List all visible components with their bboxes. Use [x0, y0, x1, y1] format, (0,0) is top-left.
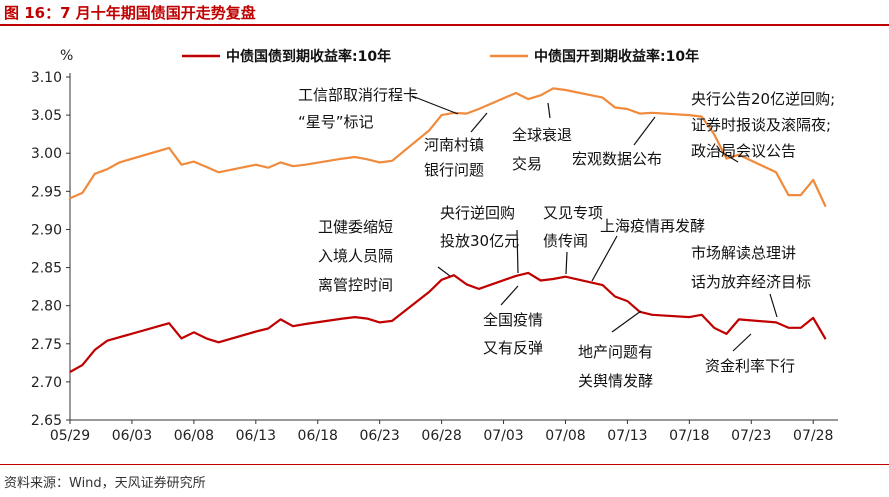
- x-tick-label: 05/29: [50, 428, 90, 444]
- y-tick-label: 2.85: [31, 261, 62, 277]
- annotation-text: 上海疫情再发酵: [600, 217, 705, 235]
- y-tick-label: 3.05: [31, 108, 62, 124]
- x-tick-label: 07/03: [483, 428, 523, 444]
- annotation-text: 央行逆回购: [440, 204, 515, 222]
- y-tick-label: 3.10: [31, 70, 62, 86]
- annotation-text: 地产问题有: [578, 343, 653, 361]
- figure-title: 图 16：7 月十年期国债国开走势复盘: [4, 4, 256, 22]
- y-tick-label: 2.75: [31, 337, 62, 353]
- annotation-text: 入境人员隔: [318, 247, 393, 265]
- annotation-text: 话为放弃经济目标: [691, 273, 811, 291]
- annotation-leader: [611, 310, 642, 333]
- x-tick-label: 06/08: [174, 428, 214, 444]
- annotation-text: 全国疫情: [483, 311, 543, 329]
- y-tick-label: 3.00: [31, 146, 62, 162]
- annotation-leader: [591, 235, 618, 282]
- annotation-leader: [717, 149, 739, 163]
- y-tick-label: 2.70: [31, 375, 62, 391]
- annotation-leader: [437, 266, 451, 277]
- annotation-leader: [411, 95, 459, 115]
- annotation-text: 全球衰退: [512, 126, 572, 144]
- annotation-text: 又有反弹: [483, 339, 543, 357]
- x-tick-label: 06/23: [359, 428, 399, 444]
- annotation-text: 证券时报谈及滚隔夜;: [691, 116, 831, 134]
- x-tick-label: 07/28: [793, 428, 833, 444]
- annotation-text: 银行问题: [424, 161, 484, 179]
- y-tick-label: 2.90: [31, 222, 62, 238]
- legend: 中债国债到期收益率:10年 中债国开到期收益率:10年: [182, 48, 699, 65]
- series-line-treasury: [69, 271, 827, 373]
- x-tick-label: 07/23: [731, 428, 771, 444]
- y-tick-label: 2.95: [31, 184, 62, 200]
- x-tick-label: 07/13: [607, 428, 647, 444]
- annotation-text: 卫健委缩短: [318, 218, 393, 236]
- y-unit-label: %: [60, 48, 73, 64]
- annotation-text: 关舆情发酵: [578, 372, 653, 390]
- annotation-leader: [500, 285, 519, 306]
- annotation-text: 债传闻: [543, 232, 588, 250]
- annotation-leader: [547, 102, 551, 119]
- line-chart: % 中债国债到期收益率:10年 中债国开到期收益率:10年 3.10 3.05 3.…: [31, 48, 838, 444]
- x-tick-label: 07/08: [545, 428, 585, 444]
- y-tick-label: 2.80: [31, 299, 62, 315]
- annotation-text: 央行公告20亿逆回购;: [691, 90, 835, 108]
- footer-rule: [0, 464, 889, 465]
- source-note: 资料来源：Wind，天风证券研究所: [4, 476, 206, 491]
- annotation-text: 离管控时间: [318, 276, 393, 294]
- annotation-text: 交易: [512, 155, 542, 173]
- annotation-text: “星号”标记: [298, 113, 374, 131]
- annotation-leader: [565, 251, 568, 275]
- annotation-leader: [516, 229, 519, 274]
- annotation-text: 河南村镇: [424, 136, 484, 154]
- x-tick-label: 07/18: [669, 428, 709, 444]
- annotation-leader: [470, 112, 488, 133]
- annotation-text: 宏观数据公布: [572, 150, 662, 168]
- x-tick-label: 06/18: [298, 428, 338, 444]
- annotation-leader: [633, 116, 656, 146]
- title-rule: [0, 24, 889, 26]
- legend-label-cdb: 中债国开到期收益率:10年: [534, 48, 699, 65]
- annotation-leader: [732, 333, 752, 352]
- y-tick-label: 2.65: [31, 413, 62, 429]
- annotation-text: 资金利率下行: [705, 357, 795, 375]
- x-tick-label: 06/03: [112, 428, 152, 444]
- x-tick-label: 06/13: [236, 428, 276, 444]
- annotation-text: 市场解读总理讲: [691, 244, 796, 262]
- annotation-text: 投放30亿元: [440, 232, 519, 250]
- annotation-text: 又见专项: [543, 204, 603, 222]
- annotation-text: 政治局会议公告: [691, 142, 796, 160]
- legend-label-treasury: 中债国债到期收益率:10年: [226, 48, 391, 65]
- x-tick-label: 06/28: [421, 428, 461, 444]
- annotation-text: 工信部取消行程卡: [298, 86, 418, 104]
- annotation-leader: [769, 293, 778, 318]
